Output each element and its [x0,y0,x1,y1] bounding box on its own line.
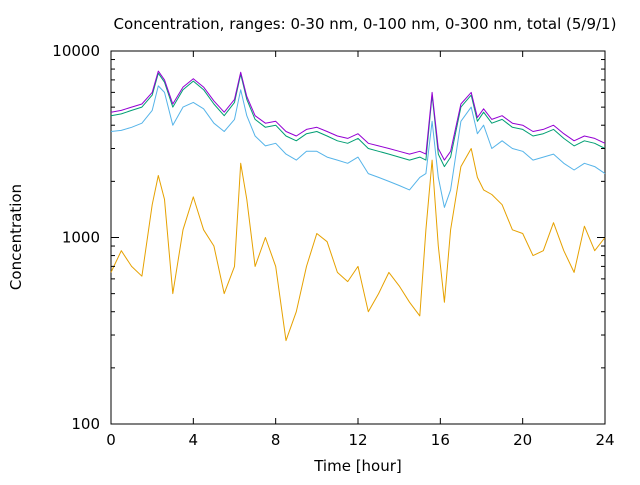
x-tick-label: 16 [431,431,450,449]
series-line-3 [110,72,606,168]
chart-title: Concentration, ranges: 0-30 nm, 0-100 nm… [114,15,617,33]
series-line-2 [110,85,606,208]
series-line-1 [110,148,606,342]
y-tick-label: 10000 [52,42,100,60]
x-tick-label: 4 [189,431,199,449]
y-axis-label: Concentration [7,184,25,290]
x-axis-label: Time [hour] [313,457,402,475]
x-tick-label: 24 [595,431,614,449]
y-axis: 100 1000 10000 [52,42,605,433]
x-tick-label: 8 [271,431,281,449]
y-tick-label: 100 [71,415,100,433]
x-tick-label: 12 [348,431,367,449]
y-tick-label: 1000 [62,229,100,247]
x-tick-label: 20 [513,431,532,449]
series-layer [110,70,606,342]
x-tick-label: 0 [106,431,116,449]
series-line-4 [110,70,606,161]
x-axis: 0 4 8 12 16 20 24 [106,51,615,449]
plot-frame [110,50,606,425]
